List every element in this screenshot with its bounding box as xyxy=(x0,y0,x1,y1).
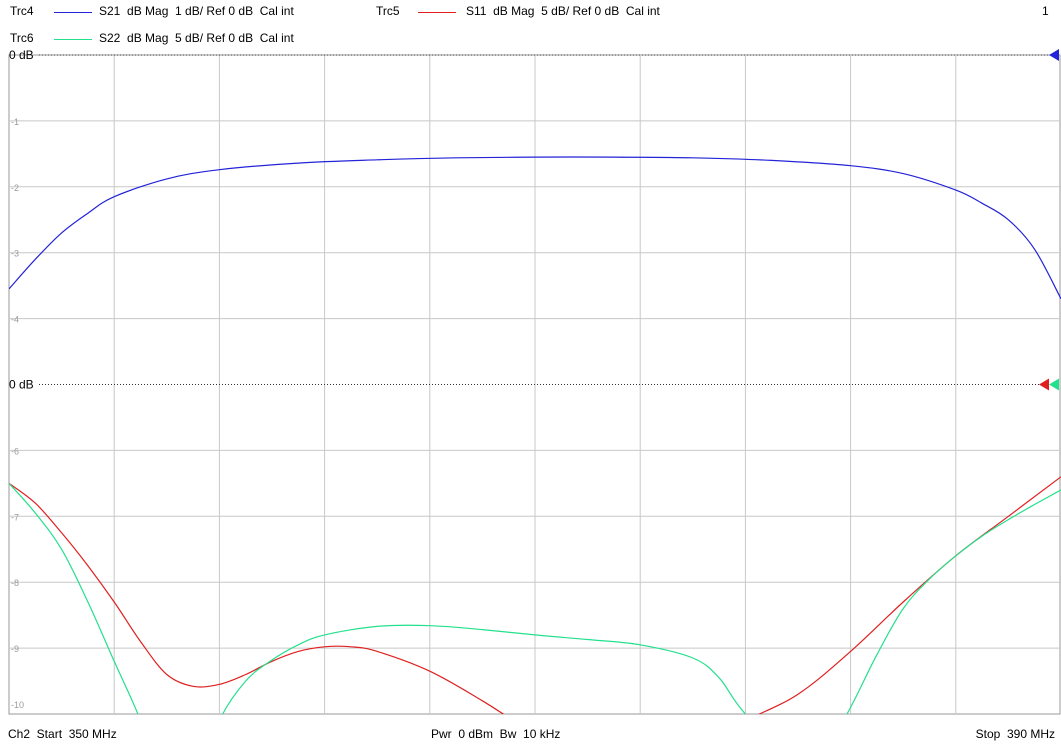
trace-desc-trc4[interactable]: S21 dB Mag 1 dB/ Ref 0 dB Cal int xyxy=(99,4,294,18)
trace-curve-trc4 xyxy=(9,156,1061,300)
reference-label: 0 dB xyxy=(9,48,34,62)
trace-name-trc4[interactable]: Trc4 xyxy=(10,4,34,18)
y-tick-label: -4 xyxy=(11,315,19,325)
trace-desc-trc5[interactable]: S11 dB Mag 5 dB/ Ref 0 dB Cal int xyxy=(466,4,660,18)
y-tick-label: -6 xyxy=(11,446,19,456)
y-tick-label: -8 xyxy=(11,578,19,588)
trace-curve-trc6 xyxy=(9,482,1061,714)
y-tick-label: -3 xyxy=(11,249,19,259)
trace-name-trc5[interactable]: Trc5 xyxy=(376,4,400,18)
trace-desc-trc6[interactable]: S22 dB Mag 5 dB/ Ref 0 dB Cal int xyxy=(99,31,294,45)
reference-marker-trc4 xyxy=(1049,49,1059,61)
y-tick-label: -10 xyxy=(11,700,24,710)
y-tick-label: -1 xyxy=(11,117,19,127)
y-tick-label: -7 xyxy=(11,512,19,522)
reference-marker-trc5 xyxy=(1039,378,1049,391)
reference-marker-trc6 xyxy=(1049,378,1059,391)
trace-swatch-trc5 xyxy=(418,12,456,13)
trace-swatch-trc6 xyxy=(54,39,92,40)
trace-swatch-trc4 xyxy=(54,12,92,13)
reference-label: 0 dB xyxy=(9,378,34,392)
channel-index: 1 xyxy=(1042,4,1049,18)
start-frequency[interactable]: Ch2 Start 350 MHz xyxy=(8,727,117,741)
trace-name-trc6[interactable]: Trc6 xyxy=(10,31,34,45)
trace-curve-trc5 xyxy=(9,476,1061,714)
y-tick-label: -9 xyxy=(11,644,19,654)
power-bandwidth[interactable]: Pwr 0 dBm Bw 10 kHz xyxy=(431,727,561,741)
stop-frequency[interactable]: Stop 390 MHz xyxy=(975,727,1055,741)
y-tick-label: -2 xyxy=(11,183,19,193)
